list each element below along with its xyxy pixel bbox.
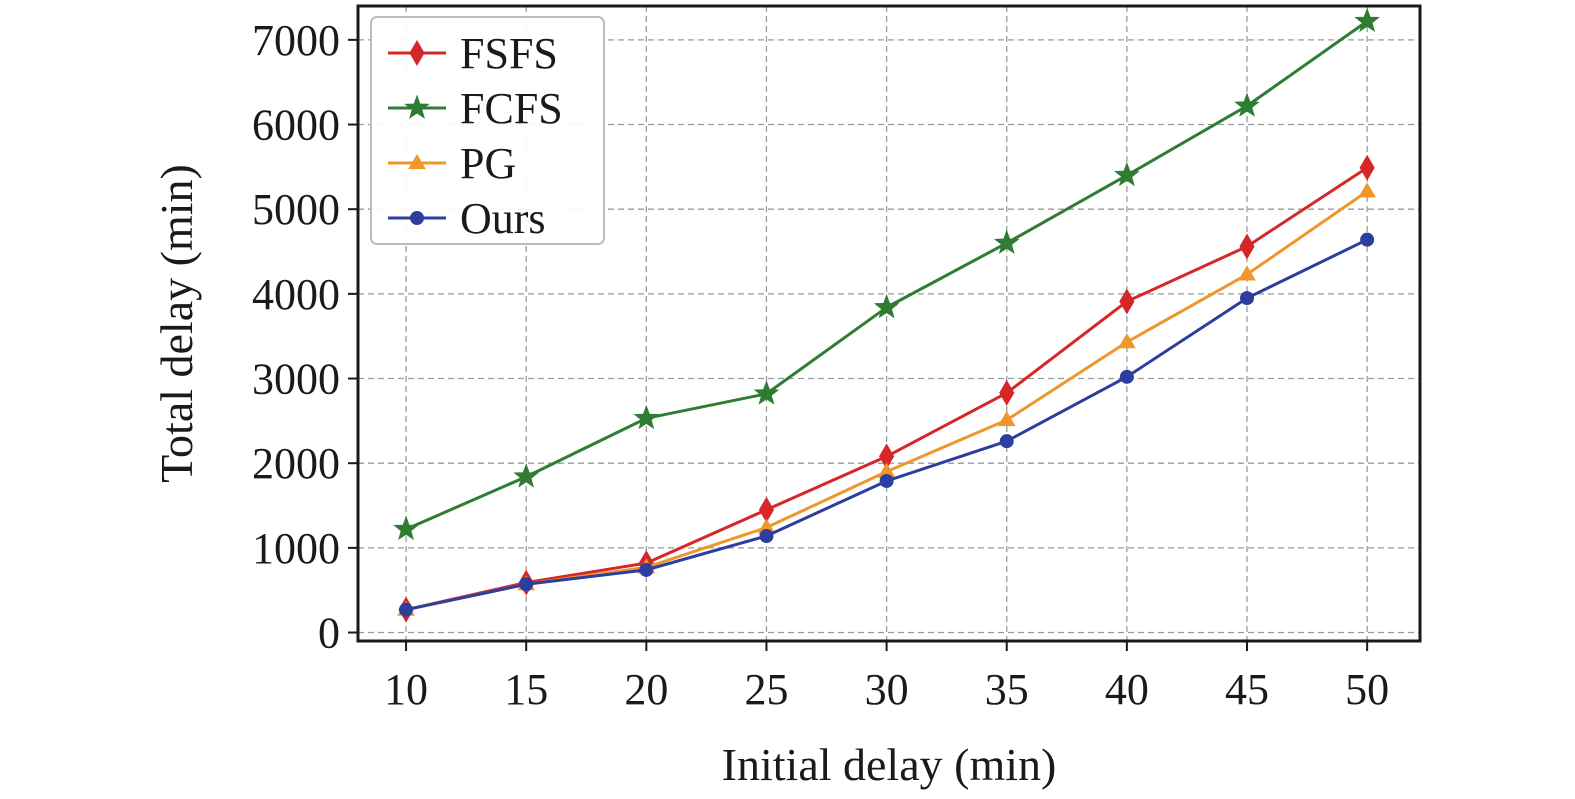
legend-entry-pg: PG	[388, 139, 516, 188]
y-tick-label: 7000	[252, 16, 340, 65]
legend-label-fcfs: FCFS	[460, 84, 563, 133]
y-tick-label: 5000	[252, 185, 340, 234]
x-tick-label: 40	[1105, 665, 1149, 714]
legend-label-fsfs: FSFS	[460, 29, 558, 78]
data-point-fcfs	[1234, 92, 1260, 117]
data-point-ours	[879, 473, 894, 488]
data-point-fsfs	[1239, 233, 1255, 260]
data-point-ours	[639, 562, 654, 577]
legend-entry-ours: Ours	[388, 194, 546, 243]
y-tick-label: 1000	[252, 524, 340, 573]
y-tick-label: 2000	[252, 439, 340, 488]
data-point-pg	[1358, 182, 1377, 198]
legend-marker-fsfs	[409, 40, 425, 66]
data-point-fsfs	[758, 496, 775, 523]
x-tick-label: 30	[865, 665, 909, 714]
data-point-fsfs	[1359, 154, 1375, 181]
y-tick-label: 0	[318, 609, 340, 658]
data-point-fcfs	[393, 515, 419, 541]
legend-label-pg: PG	[460, 139, 516, 188]
data-point-ours	[1360, 232, 1375, 247]
x-tick-label: 50	[1345, 665, 1389, 714]
data-point-fcfs	[633, 404, 660, 430]
legend-marker-fcfs	[404, 94, 430, 119]
legend-box	[370, 16, 605, 245]
data-point-pg	[997, 411, 1016, 427]
x-tick-label: 15	[504, 665, 548, 714]
y-tick-label: 6000	[252, 101, 340, 150]
data-point-pg	[1117, 333, 1136, 349]
data-point-fcfs	[993, 229, 1020, 254]
y-tick-label: 3000	[252, 355, 340, 404]
data-point-fcfs	[1114, 161, 1140, 187]
series-fcfs	[393, 7, 1380, 541]
data-point-fsfs	[1119, 288, 1135, 315]
legend-entry-fsfs: FSFS	[388, 29, 558, 78]
data-point-fcfs	[1354, 7, 1380, 33]
data-point-ours	[999, 434, 1014, 449]
legend-label-ours: Ours	[460, 194, 546, 243]
x-tick-label: 10	[384, 665, 428, 714]
plot-frame	[356, 4, 1422, 643]
y-axis-title: Total delay (min)	[151, 164, 202, 483]
data-point-fsfs	[999, 379, 1015, 406]
data-point-fcfs	[513, 463, 539, 488]
x-tick-label: 20	[624, 665, 668, 714]
x-axis-title: Initial delay (min)	[722, 739, 1057, 790]
data-point-ours	[1240, 291, 1255, 306]
series-layer	[393, 7, 1380, 623]
data-point-ours	[759, 529, 774, 544]
data-point-ours	[1119, 369, 1134, 384]
x-tick-label: 45	[1225, 665, 1269, 714]
data-point-ours	[519, 577, 534, 592]
data-point-pg	[1238, 265, 1256, 281]
legend: FSFS FCFS PG Ours	[370, 16, 605, 245]
x-tick-label: 35	[985, 665, 1029, 714]
legend-entry-fcfs: FCFS	[388, 84, 563, 133]
axes: 10 15 20 25 30 35 40 45 50 0 1000 2000 3000 4000 5000 6…	[252, 4, 1422, 714]
data-point-ours	[399, 602, 414, 617]
x-tick-label: 25	[744, 665, 788, 714]
legend-marker-ours	[410, 211, 424, 225]
legend-marker-pg	[408, 154, 426, 170]
y-tick-label: 4000	[252, 270, 340, 319]
series-ours	[399, 232, 1375, 617]
data-point-fcfs	[753, 380, 780, 405]
data-point-fcfs	[873, 293, 900, 319]
